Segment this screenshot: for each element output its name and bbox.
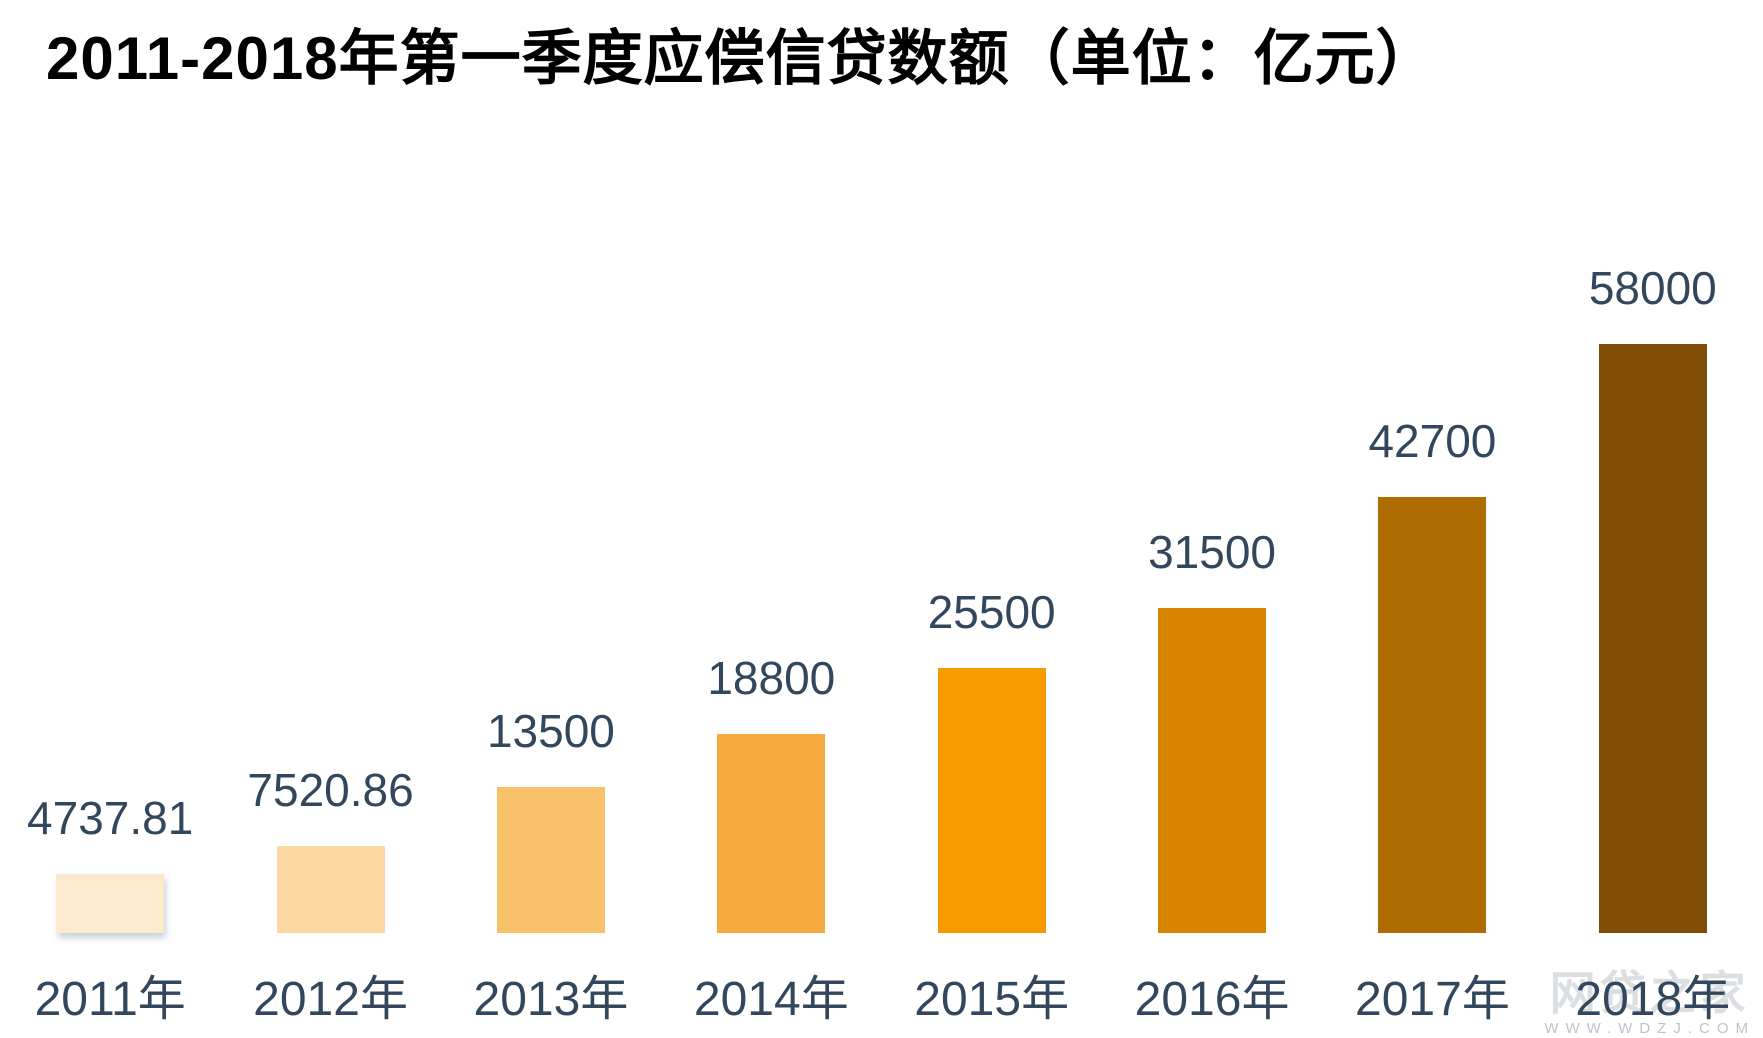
bar-2017年: [1378, 497, 1487, 933]
bar-2012年: [276, 846, 385, 933]
x-axis-label: 2014年: [693, 973, 849, 1026]
bar-value-label: 42700: [1368, 415, 1497, 467]
x-axis-label: 2013年: [473, 973, 629, 1026]
bar-value-label: 13500: [486, 705, 615, 757]
bar-value-label: 58000: [1588, 262, 1717, 314]
bar-2016年: [1158, 608, 1267, 933]
bar-column: 25500: [882, 0, 1102, 933]
bar-value-label: 4737.81: [27, 792, 194, 844]
bar-value-label: 18800: [707, 652, 836, 704]
x-axis-label: 2011年: [34, 973, 186, 1026]
x-axis: 2011年 2012年 2013年 2014年 2015年 2016年 2017年 2018年: [0, 933, 1763, 1038]
bar-value-label: 31500: [1148, 526, 1277, 578]
x-axis-label: 2012年: [253, 973, 408, 1026]
bar-2014年: [717, 734, 826, 933]
watermark-logo-text: 网贷之家: [1549, 967, 1750, 1019]
bar-2015年: [937, 668, 1046, 933]
bar-column: 31500: [1102, 0, 1322, 933]
bar-column: 13500: [441, 0, 661, 933]
bar-2013年: [496, 787, 605, 933]
bar-column: 18800: [661, 0, 881, 933]
x-axis-label: 2015年: [914, 973, 1070, 1026]
bar-2011年: [56, 874, 165, 933]
plot-area: 4737.81 7520.86 13500 18800 25500 31500 42700 5…: [0, 0, 1763, 933]
bar-value-label: 25500: [927, 586, 1056, 638]
bar-column: 42700: [1322, 0, 1542, 933]
x-axis-label: 2016年: [1134, 973, 1290, 1026]
bar-column: 58000: [1543, 0, 1763, 933]
bar-2018年: [1598, 344, 1707, 933]
chart-title: 2011-2018年第一季度应偿信贷数额（单位：亿元）: [46, 25, 1437, 92]
bar-value-label: 7520.86: [247, 764, 414, 816]
watermark: 网贷之家 WWW.WDZJ.COM: [1544, 970, 1755, 1036]
x-axis-label: 2018年: [1575, 973, 1731, 1026]
watermark-url: WWW.WDZJ.COM: [1544, 1020, 1755, 1037]
x-axis-label: 2017年: [1355, 973, 1510, 1026]
bar-column: 4737.81: [0, 0, 220, 933]
bar-column: 7520.86: [220, 0, 440, 933]
